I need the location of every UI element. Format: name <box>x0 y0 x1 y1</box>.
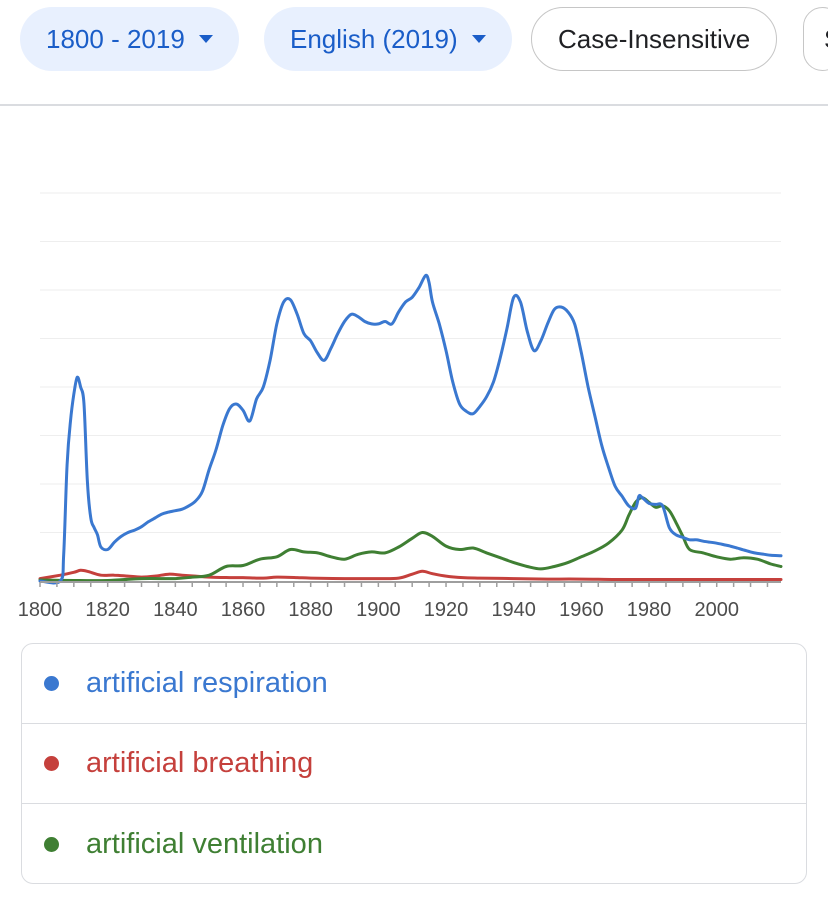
legend-label: artificial ventilation <box>86 827 323 860</box>
series-dot-icon <box>44 676 59 691</box>
series-line-artificial-respiration[interactable] <box>38 273 783 585</box>
legend: artificial respiration artificial breath… <box>21 643 807 884</box>
legend-item-artificial-respiration[interactable]: artificial respiration <box>22 644 806 724</box>
legend-item-artificial-ventilation[interactable]: artificial ventilation <box>22 804 806 883</box>
series-line-artificial-breathing[interactable] <box>38 568 783 582</box>
corpus-label: English (2019) <box>290 23 458 54</box>
x-tick-label: 1820 <box>85 599 130 621</box>
x-tick-label: 1900 <box>356 599 401 621</box>
x-tick-label: 1980 <box>627 599 672 621</box>
x-tick-label: 1940 <box>491 599 536 621</box>
case-label: Case-Insensitive <box>558 23 751 54</box>
x-tick-label: 1800 <box>18 599 63 621</box>
filter-bar: 1800 - 2019 English (2019) Case-Insensit… <box>0 0 828 106</box>
year-range-dropdown[interactable]: 1800 - 2019 <box>20 7 239 71</box>
series-dot-icon <box>44 756 59 771</box>
x-tick-label: 1960 <box>559 599 604 621</box>
series-line-artificial-ventilation[interactable] <box>38 496 783 583</box>
corpus-dropdown[interactable]: English (2019) <box>264 7 512 71</box>
case-insensitive-toggle[interactable]: Case-Insensitive <box>531 7 778 71</box>
ngram-chart: 1800 1820 1840 1860 1880 1900 1920 1940 1960 1980… <box>18 192 783 621</box>
year-range-label: 1800 - 2019 <box>46 23 185 54</box>
chevron-down-icon <box>198 35 213 43</box>
legend-item-artificial-breathing[interactable]: artificial breathing <box>22 724 806 804</box>
smoothing-label: S <box>824 24 828 55</box>
legend-label: artificial respiration <box>86 667 328 699</box>
smoothing-chip[interactable]: S <box>803 7 828 71</box>
legend-label: artificial breathing <box>86 747 314 779</box>
x-tick-label: 1840 <box>153 599 198 621</box>
series-dot-icon <box>44 836 59 852</box>
chevron-down-icon <box>471 35 486 43</box>
x-tick-label: 1920 <box>424 599 469 621</box>
x-tick-label: 1880 <box>288 599 333 621</box>
x-tick-label: 2000 <box>694 599 739 621</box>
x-tick-label: 1860 <box>221 599 266 621</box>
